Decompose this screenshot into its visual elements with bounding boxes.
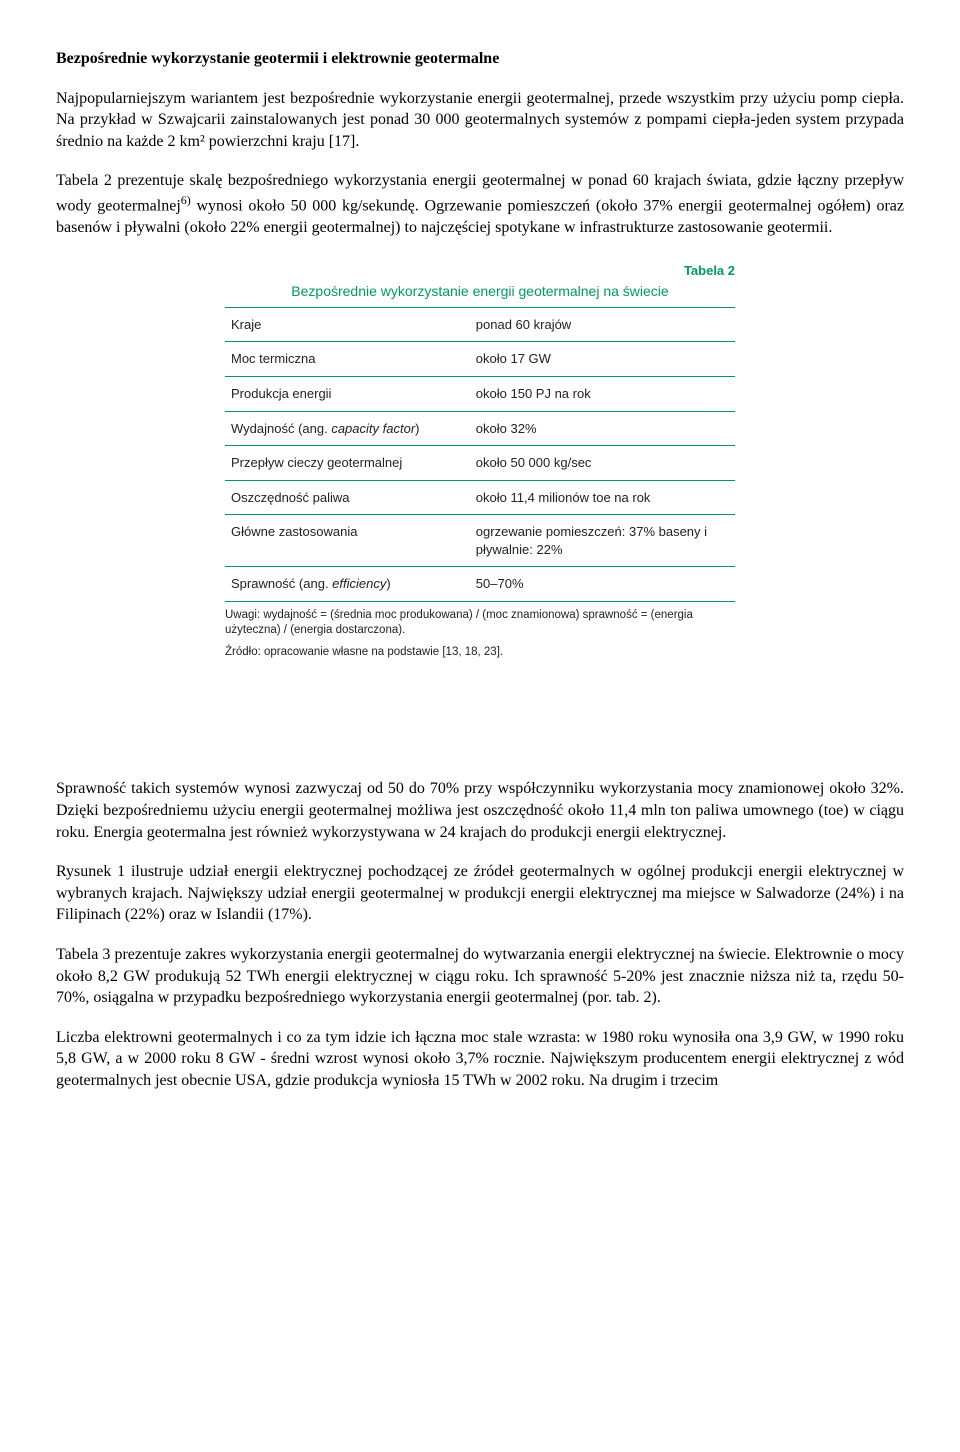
table-cell-key: Przepływ cieczy geotermalnej <box>225 446 470 481</box>
cell-text: ) <box>415 421 419 436</box>
table-cell-value: około 17 GW <box>470 342 735 377</box>
table-row: Sprawność (ang. efficiency) 50–70% <box>225 567 735 602</box>
table-row: Przepływ cieczy geotermalnej około 50 00… <box>225 446 735 481</box>
table-row: Produkcja energii około 150 PJ na rok <box>225 377 735 412</box>
table-cell-key: Główne zastosowania <box>225 515 470 567</box>
table-row: Oszczędność paliwa około 11,4 milionów t… <box>225 480 735 515</box>
table-cell-key: Oszczędność paliwa <box>225 480 470 515</box>
table-2-container: Tabela 2 Bezpośrednie wykorzystanie ener… <box>225 262 735 660</box>
paragraph-3: Sprawność takich systemów wynosi zazwycz… <box>56 778 904 843</box>
cell-text-italic: capacity factor <box>331 421 415 436</box>
paragraph-1: Najpopularniejszym wariantem jest bezpoś… <box>56 88 904 153</box>
table-row: Wydajność (ang. capacity factor) około 3… <box>225 411 735 446</box>
table-cell-value: około 11,4 milionów toe na rok <box>470 480 735 515</box>
paragraph-5: Tabela 3 prezentuje zakres wykorzystania… <box>56 944 904 1009</box>
table-cell-key: Wydajność (ang. capacity factor) <box>225 411 470 446</box>
cell-text: Sprawność (ang. <box>231 576 332 591</box>
table-cell-key: Sprawność (ang. efficiency) <box>225 567 470 602</box>
table-row: Główne zastosowania ogrzewanie pomieszcz… <box>225 515 735 567</box>
table-label: Tabela 2 <box>225 262 735 280</box>
table-2: Kraje ponad 60 krajów Moc termiczna okoł… <box>225 307 735 602</box>
cell-text: Wydajność (ang. <box>231 421 331 436</box>
cell-text: ) <box>386 576 390 591</box>
table-row: Kraje ponad 60 krajów <box>225 307 735 342</box>
table-row: Moc termiczna około 17 GW <box>225 342 735 377</box>
table-title: Bezpośrednie wykorzystanie energii geote… <box>225 282 735 301</box>
table-cell-key: Produkcja energii <box>225 377 470 412</box>
table-cell-value: ponad 60 krajów <box>470 307 735 342</box>
table-footnote-2: Źródło: opracowanie własne na podstawie … <box>225 645 735 661</box>
table-cell-key: Kraje <box>225 307 470 342</box>
section-heading: Bezpośrednie wykorzystanie geotermii i e… <box>56 48 904 70</box>
table-cell-value: około 32% <box>470 411 735 446</box>
table-cell-value: ogrzewanie pomieszczeń: 37% baseny i pły… <box>470 515 735 567</box>
paragraph-4: Rysunek 1 ilustruje udział energii elekt… <box>56 861 904 926</box>
footnote-ref-6: 6) <box>181 193 191 207</box>
cell-text-italic: efficiency <box>332 576 386 591</box>
paragraph-6: Liczba elektrowni geotermalnych i co za … <box>56 1027 904 1092</box>
table-cell-key: Moc termiczna <box>225 342 470 377</box>
paragraph-2: Tabela 2 prezentuje skalę bezpośredniego… <box>56 170 904 238</box>
table-cell-value: około 150 PJ na rok <box>470 377 735 412</box>
table-cell-value: około 50 000 kg/sec <box>470 446 735 481</box>
table-footnote-1: Uwagi: wydajność = (średnia moc produkow… <box>225 608 735 639</box>
table-cell-value: 50–70% <box>470 567 735 602</box>
spacer <box>56 668 904 778</box>
